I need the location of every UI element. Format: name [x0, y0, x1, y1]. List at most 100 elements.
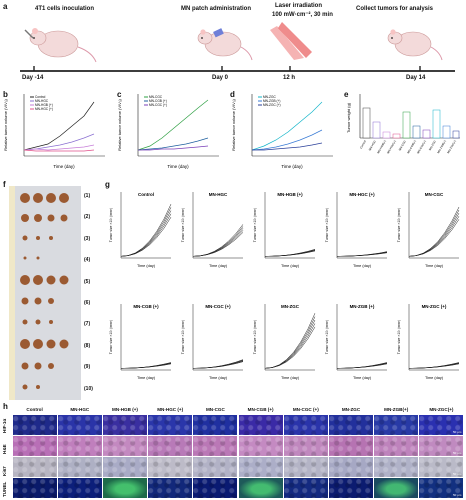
tumor-row-6: (6) — [84, 300, 91, 307]
histology-tile — [374, 435, 419, 456]
tumor-growth-line — [264, 316, 316, 369]
panel-letter-g: g — [105, 180, 110, 189]
curve-plot-ylabel: Tumor size ×10² (mm³) — [253, 320, 257, 354]
chart-b-ylabel: Relative tumor volume (V/V₀) — [3, 99, 8, 151]
tumor-growth-line — [336, 362, 388, 369]
curve-plot: MN-HGB (+) Time (day) Tumor size ×10² (mm³… — [253, 192, 316, 268]
chart-d-legend-2: MN-ZGC (+) — [263, 103, 281, 107]
curve-plot: MN-ZGB (+) Time (day) Tumor size ×10² (mm³… — [325, 304, 388, 380]
chart-e-cat-3: MN-HGC(+) — [386, 139, 397, 154]
chart-c-xlabel: Time (day) — [167, 164, 189, 169]
step-collect-label: Collect tumors for analysis — [356, 6, 434, 12]
chart-e-cat-5: MN-CGB(+) — [406, 139, 417, 154]
curve-plot-title: MN-HGC (+) — [349, 192, 375, 197]
histology-tile — [283, 435, 328, 456]
panel-letter-c: c — [117, 90, 122, 99]
scale-bar-label: 50 μm — [452, 472, 462, 476]
curve-plot-title: MN-HGB (+) — [277, 192, 303, 197]
chart-e: Tumor weight (g) Control MN-HGC MN-HGB(+… — [346, 94, 460, 154]
tumor-photo-graphic — [9, 186, 69, 400]
panel-letter-a: a — [3, 2, 8, 11]
chart-e-cat-8: MN-ZGB(+) — [436, 139, 447, 154]
growth-curves-row: Relative tumor volume (V/V₀) Time (day) … — [3, 94, 460, 169]
tumor-row-3: (3) — [84, 235, 91, 242]
tumor-row-labels: (1) (2) (3) (4) (5) (6) (7) (8) (9) (10) — [84, 186, 93, 400]
chart-d-legend-0: MN-ZGC — [263, 95, 276, 99]
chart-d-ylabel: Relative tumor volume (V/V₀) — [231, 99, 236, 151]
histology-column-label: MN-CGC (+) — [292, 407, 319, 412]
chart-c-ylabel: Relative tumor volume (V/V₀) — [117, 99, 122, 151]
tumor-growth-line — [408, 362, 460, 369]
histology-tile — [193, 478, 238, 499]
panel-letter-b: b — [3, 90, 8, 99]
histology-tile: 50 μm — [419, 435, 464, 456]
panel-letter-f: f — [3, 180, 6, 189]
histology-tile — [193, 457, 238, 477]
chart-e-cat-1: MN-HGC — [368, 140, 377, 152]
histology-row-label: Ki67 — [2, 465, 7, 476]
chart-b-xlabel: Time (day) — [53, 164, 75, 169]
histology-column-label: MN-HGC (+) — [157, 407, 184, 412]
curve-plot-ylabel: Tumor size ×10² (mm³) — [325, 208, 329, 242]
tumor-growth-line — [120, 207, 172, 257]
panel-letter-e: e — [344, 90, 349, 99]
tumor-row-4: (4) — [84, 257, 91, 264]
chart-b-legend-0: Control — [35, 95, 46, 99]
chart-b: Relative tumor volume (V/V₀) Time (day) … — [3, 94, 105, 169]
histology-tile — [193, 414, 238, 435]
curve-plot-ylabel: Tumor size ×10² (mm³) — [181, 208, 185, 242]
tumor-growth-line — [264, 319, 316, 369]
chart-b-legend-1: MN-HGC — [35, 99, 49, 103]
tumor-growth-line — [120, 203, 172, 257]
tumor-growth-line — [192, 226, 244, 257]
tumor-row-1: (1) — [84, 193, 91, 199]
chart-e-cat-7: MN-ZGC — [428, 140, 437, 152]
curve-plot-xlabel: Time (day) — [137, 376, 156, 380]
tumor-growth-line — [192, 232, 244, 257]
chart-c: Relative tumor volume (V/V₀) Time (day) … — [117, 94, 219, 169]
step-laser-detail: 100 mW·cm⁻², 30 min — [272, 12, 333, 18]
chart-c-legend-2: MN-CGC (+) — [149, 103, 167, 107]
tumor-row-2: (2) — [84, 214, 91, 221]
chart-c-legend-0: MN-CGC — [149, 95, 163, 99]
tumor-growth-line — [264, 249, 316, 257]
curve-plot-title: MN-HGC — [209, 192, 228, 197]
tumor-growth-line — [264, 326, 316, 369]
curve-plot-xlabel: Time (day) — [353, 376, 372, 380]
histology-tile — [103, 478, 147, 499]
mouse-icon-1 — [24, 28, 97, 63]
histology-tile — [283, 457, 328, 477]
curve-plot-ylabel: Tumor size ×10² (mm³) — [181, 320, 185, 354]
histology-tile: 50 μm — [419, 457, 464, 477]
day-label-0: Day 0 — [212, 75, 229, 81]
tumor-row-10: (10) — [84, 385, 93, 392]
histology-tile — [12, 478, 57, 499]
chart-d-xlabel: Time (day) — [281, 164, 303, 169]
tumor-growth-line — [120, 210, 172, 257]
curve-plot-title: MN-CGC (+) — [205, 304, 231, 309]
day-label-minus14: Day -14 — [22, 75, 44, 81]
curve-plot: MN-HGC Time (day) Tumor size ×10² (mm³) — [181, 192, 244, 268]
scale-bar-label: 50 μm — [452, 429, 462, 434]
histology-column-label: MN-HGC — [70, 407, 90, 412]
histology-tile: 50 μm — [419, 414, 464, 435]
histology-tile — [374, 414, 419, 435]
scale-bar-label: 50 μm — [452, 450, 462, 455]
histology-column-label: MN-CGC — [205, 407, 225, 412]
histology-tile — [103, 414, 147, 435]
mouse-icon-2 — [197, 28, 253, 61]
curve-plot-ylabel: Tumor size ×10² (mm³) — [253, 208, 257, 242]
tumor-growth-line — [192, 228, 244, 257]
panel-letter-d: d — [230, 90, 235, 99]
chart-b-legend-2: MN-HGB (+) — [35, 103, 53, 107]
histology-tile — [374, 457, 419, 477]
histology-tile — [103, 435, 147, 456]
chart-e-cat-2: MN-HGB(+) — [376, 139, 387, 154]
curve-plot: MN-CGC (+) Time (day) Tumor size ×10² (mm³… — [181, 304, 244, 380]
tumor-growth-line — [264, 249, 316, 257]
curve-plot-title: MN-CGB (+) — [133, 304, 159, 309]
step-inoculation-label: 4T1 cells inoculation — [35, 6, 95, 12]
day-label-12h: 12 h — [283, 75, 296, 81]
histology-tile — [329, 414, 373, 435]
curve-plot: MN-ZGC Time (day) Tumor size ×10² (mm³) — [253, 304, 316, 380]
